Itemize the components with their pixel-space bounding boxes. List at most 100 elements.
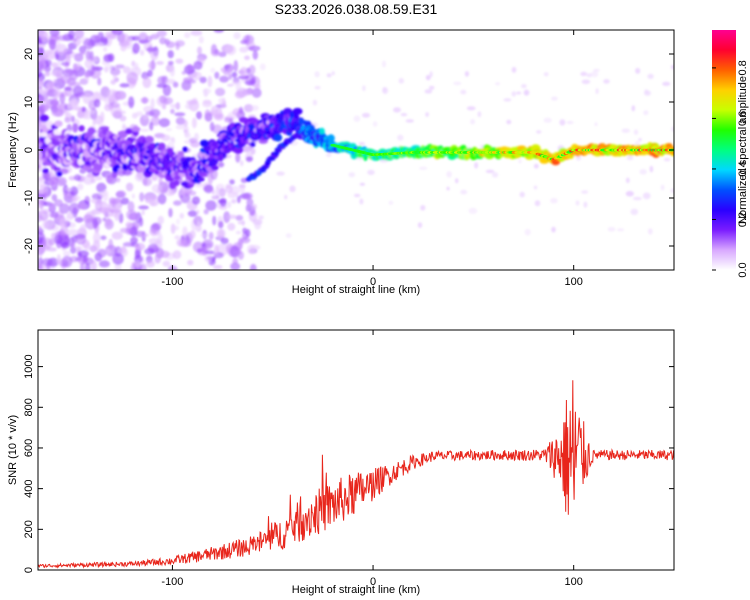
spectrogram-noise-cell	[239, 66, 248, 77]
spectrogram-noise-cell	[647, 73, 654, 79]
spectrogram-ridge-cell	[292, 107, 303, 115]
snr-y-tick-label: 0	[23, 567, 35, 573]
spectrogram-noise-cell	[210, 48, 221, 57]
spectrogram-noise-cell	[424, 89, 433, 94]
spectrogram-noise-cell	[38, 244, 45, 249]
spectrogram-noise-cell	[138, 39, 150, 44]
spectrogram-noise-cell	[194, 132, 199, 142]
spectrogram-noise-cell	[196, 248, 203, 253]
spectrogram-noise-cell	[210, 105, 218, 116]
spectrogram-noise-cell	[230, 262, 241, 270]
spectrogram-noise-cell	[140, 263, 147, 270]
spectrogram-noise-cell	[71, 197, 78, 203]
spectrogram-noise-cell	[348, 172, 356, 178]
spectrogram-noise-cell	[173, 200, 182, 206]
spectrogram-noise-cell	[229, 179, 235, 185]
spectrogram-noise-cell	[289, 185, 296, 193]
spectrogram-noise-cell	[158, 118, 170, 128]
spectrogram-noise-cell	[213, 114, 223, 120]
spectrogram-noise-cell	[150, 98, 155, 110]
spectrogram-noise-cell	[84, 71, 91, 78]
spectrogram-noise-cell	[49, 30, 60, 37]
colorbar: 0.0 0.2 0.4 0.6 0.8 Normalized spectral ampl…	[712, 30, 749, 278]
colorbar-tick-label: 0.6	[737, 111, 749, 126]
spectrogram-noise-cell	[550, 198, 558, 204]
spectrogram-noise-cell	[214, 71, 220, 80]
spectrogram-noise-cell	[647, 228, 653, 235]
spectrogram-noise-cell	[559, 119, 566, 126]
spectrogram-noise-cell	[235, 83, 242, 91]
spectrogram-y-tick-label: -10	[23, 190, 35, 206]
spectrogram-noise-cell	[219, 75, 229, 83]
spectrogram-noise-cell	[134, 62, 139, 70]
spectrogram-noise-cell	[83, 242, 91, 251]
spectrogram-noise-cell	[227, 83, 234, 87]
spectrogram-noise-cell	[593, 68, 600, 72]
spectrogram-noise-cell	[184, 32, 191, 39]
spectrogram-noise-cell	[218, 51, 227, 57]
spectrogram-noise-cell	[38, 46, 44, 57]
snr-plot-area	[38, 330, 674, 570]
spectrogram-noise-cell	[151, 184, 163, 193]
spectrogram-noise-cell	[66, 187, 73, 192]
spectrogram-noise-cell	[189, 230, 196, 239]
spectrogram-noise-cell	[242, 192, 253, 200]
spectrogram-noise-cell	[105, 248, 112, 255]
spectrogram-noise-cell	[209, 121, 215, 132]
spectrogram-x-tick-label: -100	[161, 276, 183, 288]
spectrogram-noise-cell	[87, 109, 96, 115]
spectrogram-ridge-cell	[218, 153, 224, 162]
spectrogram-noise-cell	[96, 182, 107, 193]
spectrogram-noise-cell	[397, 134, 404, 141]
spectrogram-ridge-cell	[197, 177, 205, 182]
snr-y-axis-label: SNR (10 * v/v)	[7, 415, 19, 485]
spectrogram-noise-cell	[231, 199, 237, 204]
spectrogram-noise-cell	[211, 195, 220, 200]
spectrogram-noise-cell	[168, 207, 173, 218]
spectrogram-noise-cell	[361, 112, 371, 118]
spectrogram-noise-cell	[237, 251, 244, 260]
spectrogram-noise-cell	[60, 225, 69, 236]
spectrogram-noise-cell	[583, 201, 588, 208]
spectrogram-ridge-cell	[273, 133, 283, 142]
spectrogram-noise-cell	[165, 41, 176, 49]
spectrogram-noise-cell	[125, 222, 135, 228]
spectrogram-noise-cell	[184, 132, 191, 139]
spectrogram-noise-cell	[285, 233, 292, 239]
spectrogram-noise-cell	[241, 219, 245, 227]
spectrogram-noise-cell	[246, 198, 254, 207]
spectrogram-noise-cell	[367, 169, 375, 175]
spectrogram-y-tick-label: 20	[23, 48, 35, 60]
spectrogram-ridge-cell	[327, 134, 335, 143]
spectrogram-noise-cell	[477, 111, 482, 118]
spectrogram-noise-cell	[631, 105, 635, 112]
spectrogram-noise-cell	[607, 227, 616, 232]
spectrogram-noise-cell	[115, 191, 125, 198]
spectrogram-noise-cell	[84, 58, 93, 69]
spectrogram-secondary-cell	[292, 133, 299, 139]
spectrogram-noise-cell	[49, 39, 56, 50]
spectrogram-noise-cell	[575, 200, 580, 206]
spectrogram-noise-cell	[127, 201, 135, 213]
spectrogram-noise-cell	[638, 138, 642, 142]
spectrogram-noise-cell	[239, 160, 244, 167]
spectrogram-noise-cell	[140, 128, 150, 132]
spectrogram-noise-cell	[199, 76, 207, 84]
spectrogram-noise-cell	[167, 50, 174, 59]
spectrogram-noise-cell	[533, 185, 538, 190]
snr-y-tick-label: 1000	[23, 354, 35, 378]
spectrogram-noise-cell	[464, 71, 469, 77]
spectrogram-noise-cell	[38, 77, 44, 89]
spectrogram-noise-cell	[191, 117, 197, 129]
spectrogram-noise-cell	[235, 230, 242, 235]
spectrogram-ridge-cell	[182, 146, 188, 153]
spectrogram-noise-cell	[220, 237, 229, 245]
spectrogram-noise-cell	[119, 83, 130, 88]
spectrogram-noise-cell	[120, 33, 130, 46]
spectrogram-noise-cell	[519, 191, 525, 198]
spectrogram-noise-cell	[142, 77, 152, 89]
spectrogram-noise-cell	[232, 257, 238, 265]
spectrogram-noise-cell	[245, 156, 253, 162]
spectrogram-noise-cell	[217, 229, 225, 239]
